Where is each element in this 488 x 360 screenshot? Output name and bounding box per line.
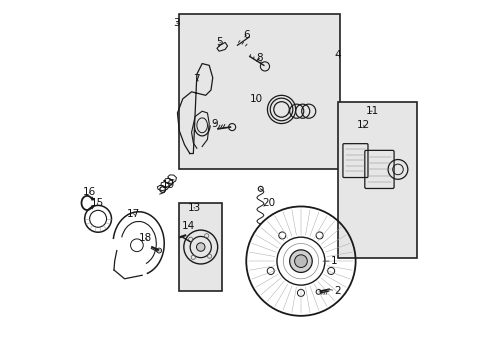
Text: 15: 15: [91, 198, 104, 208]
Circle shape: [289, 250, 312, 273]
Text: 1: 1: [330, 256, 337, 266]
Text: 11: 11: [365, 106, 378, 116]
Text: 6: 6: [243, 30, 249, 40]
Text: 4: 4: [333, 50, 340, 60]
Text: 3: 3: [173, 18, 180, 28]
Bar: [337, 102, 417, 258]
Text: 9: 9: [211, 118, 217, 129]
Text: 19: 19: [162, 180, 175, 190]
Bar: [179, 203, 221, 291]
Circle shape: [196, 243, 204, 251]
Text: 13: 13: [187, 203, 200, 212]
Circle shape: [294, 255, 306, 267]
Text: 2: 2: [334, 286, 341, 296]
Bar: [179, 14, 339, 170]
Text: 14: 14: [182, 221, 195, 231]
Text: 17: 17: [126, 208, 140, 219]
Text: 20: 20: [262, 198, 274, 208]
Text: 5: 5: [216, 37, 223, 48]
Text: 8: 8: [256, 53, 263, 63]
Text: 12: 12: [356, 120, 369, 130]
Text: 16: 16: [82, 187, 96, 197]
Circle shape: [156, 248, 161, 253]
Text: 18: 18: [139, 233, 152, 243]
Text: 7: 7: [193, 75, 200, 85]
Text: 10: 10: [250, 94, 263, 104]
